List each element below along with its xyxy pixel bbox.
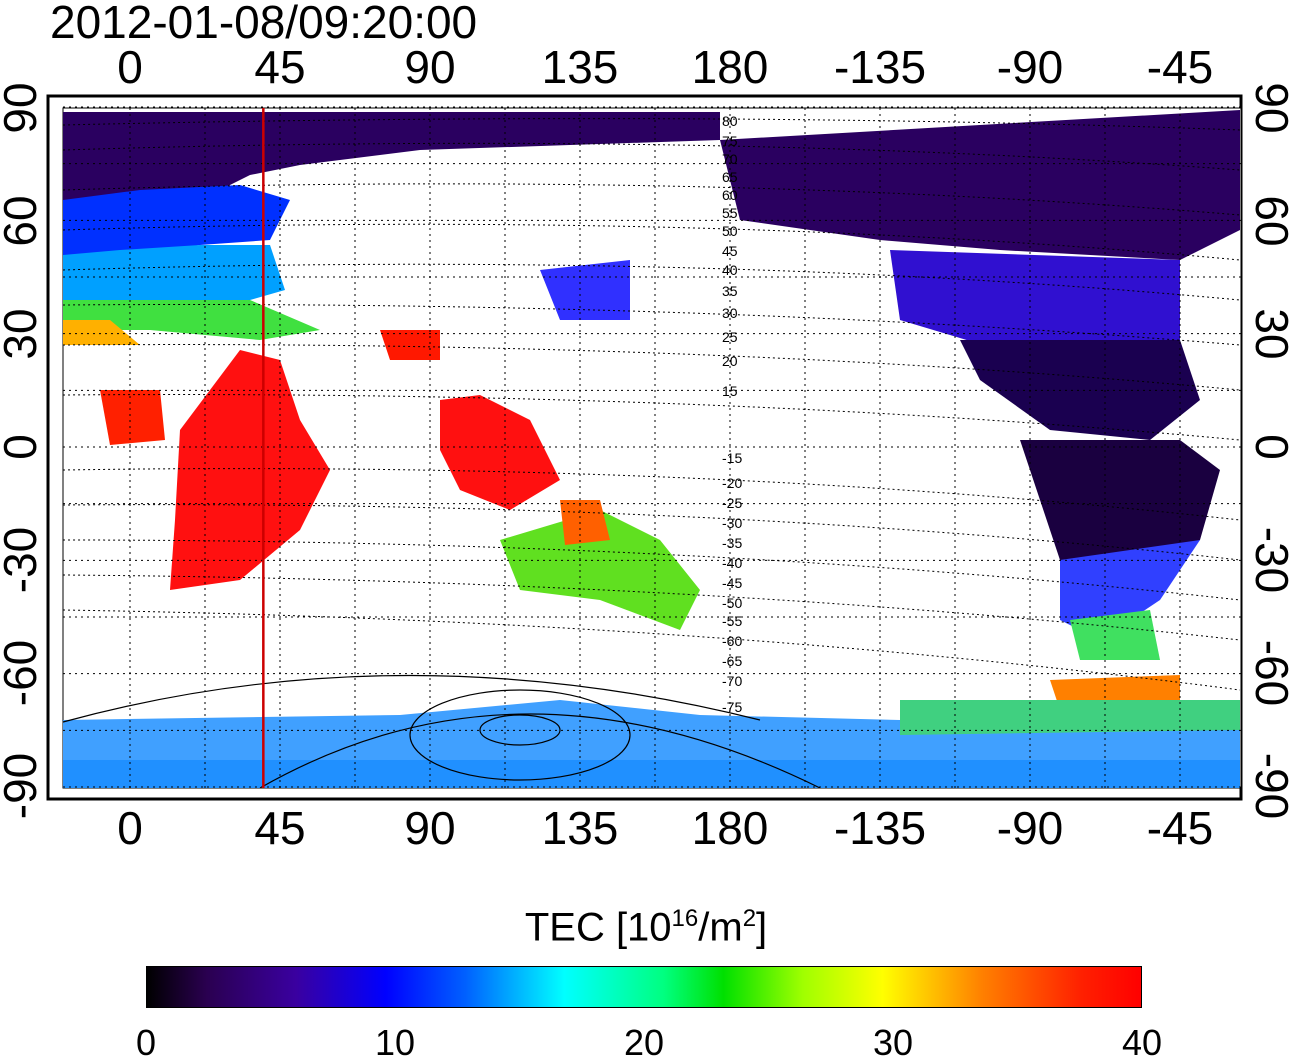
magnetic-latitude-contours (62, 118, 1241, 691)
magnetic-pole-contours (62, 674, 821, 789)
magnetic-latitude-label: 65 (722, 169, 738, 185)
magnetic-latitude-label: -55 (722, 613, 742, 629)
magnetic-latitude-label: -60 (722, 633, 742, 649)
magnetic-latitude-label: -30 (722, 515, 742, 531)
magnetic-latitude-label: 80 (722, 113, 738, 129)
colorbar-title: TEC [1016/m2] (524, 905, 768, 950)
magnetic-latitude-label: 75 (722, 133, 738, 149)
top-lon-tick: 0 (117, 41, 143, 93)
magnetic-latitude-label: 50 (722, 223, 738, 239)
magnetic-latitude-label: -50 (722, 595, 742, 611)
top-lon-tick: 45 (254, 41, 306, 93)
colorbar-tick: 40 (1121, 1022, 1163, 1063)
bottom-lon-tick: 180 (691, 802, 769, 854)
magnetic-latitude-label: 30 (722, 305, 738, 321)
bottom-lon-tick: 135 (541, 802, 619, 854)
graticule (63, 106, 1241, 788)
top-lon-tick: -45 (1146, 41, 1214, 93)
bottom-lon-tick: 0 (117, 802, 143, 854)
magnetic-latitude-label: 40 (722, 262, 738, 278)
top-lon-tick: 135 (541, 41, 619, 93)
magnetic-latitude-label: -35 (722, 535, 742, 551)
colorbar-tick: 10 (374, 1022, 416, 1063)
magnetic-latitude-label: 15 (722, 383, 738, 399)
bottom-lon-tick: -45 (1146, 802, 1214, 854)
magnetic-latitude-label: 35 (722, 283, 738, 299)
magnetic-latitude-labels: 80 75 70 65 60 55 50 45 40 35 30 25 20 15 -15 -20 -25 -30… (722, 113, 742, 715)
magnetic-latitude-label: 45 (722, 243, 738, 259)
magnetic-latitude-label: 55 (722, 205, 738, 221)
colorbar-tick: 30 (872, 1022, 914, 1063)
timestamp-title: 2012-01-08/09:20:00 (50, 0, 478, 48)
tec-colorbar (146, 966, 1142, 1008)
magnetic-latitude-label: -25 (722, 495, 742, 511)
bottom-lon-tick: -135 (833, 802, 927, 854)
magnetic-latitude-label: -45 (722, 575, 742, 591)
magnetic-latitude-label: -75 (722, 699, 742, 715)
bottom-lon-tick: 45 (254, 802, 306, 854)
magnetic-latitude-label: -70 (722, 673, 742, 689)
top-lon-tick: -135 (833, 41, 927, 93)
magnetic-latitude-label: 60 (722, 187, 738, 203)
colorbar-tick: 20 (623, 1022, 665, 1063)
top-lon-tick: 180 (691, 41, 769, 93)
top-lon-tick: 90 (404, 41, 456, 93)
magnetic-latitude-label: -15 (722, 450, 742, 466)
magnetic-latitude-label: -40 (722, 555, 742, 571)
magnetic-latitude-label: 25 (722, 329, 738, 345)
top-lon-tick: -90 (996, 41, 1064, 93)
magnetic-latitude-label: 20 (722, 353, 738, 369)
colorbar-tick: 0 (135, 1022, 157, 1063)
magnetic-latitude-label: -65 (722, 653, 742, 669)
magnetic-latitude-label: 70 (722, 151, 738, 167)
bottom-lon-tick: 90 (404, 802, 456, 854)
tec-data-regions (63, 110, 1240, 788)
bottom-lon-tick: -90 (996, 802, 1064, 854)
magnetic-latitude-label: -20 (722, 475, 742, 491)
